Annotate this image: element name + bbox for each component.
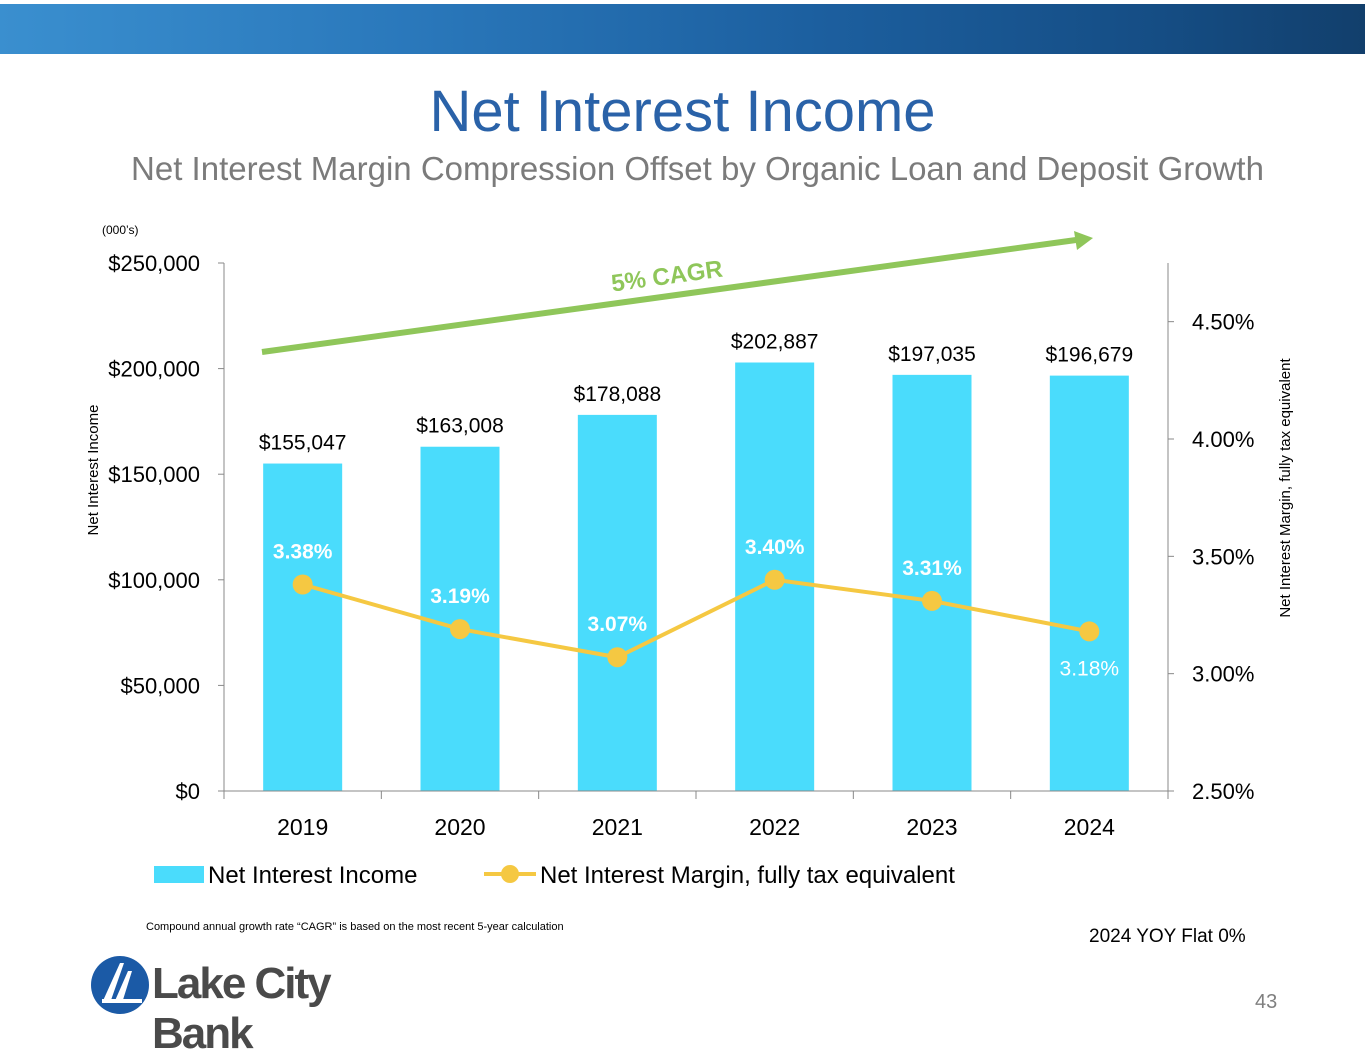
logo-text: Lake City Bank [152, 959, 332, 1058]
bar-label-2021: $178,088 [574, 383, 662, 406]
header-band [0, 4, 1365, 54]
bar-label-2019: $155,047 [259, 432, 347, 455]
logo-emblem-icon [91, 956, 149, 1014]
nim-point-2021 [607, 647, 628, 668]
x-tick-label-2022: 2022 [749, 814, 800, 840]
y-tick-label: $250,000 [108, 251, 200, 276]
legend-label-bar: Net Interest Income [208, 862, 417, 889]
y-tick-label: $150,000 [108, 462, 200, 487]
nim-label-2022: 3.40% [745, 536, 805, 559]
bar-label-2020: $163,008 [416, 415, 504, 438]
nim-line [302, 577, 1090, 660]
y-tick-label: $100,000 [108, 568, 200, 593]
x-tick-label-2024: 2024 [1064, 814, 1115, 840]
x-tick-label-2020: 2020 [434, 814, 485, 840]
bar-label-2024: $196,679 [1046, 344, 1134, 367]
lake-city-bank-logo: Lake City Bank [88, 953, 418, 1058]
bar-2019 [263, 463, 343, 791]
nim-label-2023: 3.31% [902, 557, 962, 580]
nim-point-2020 [450, 619, 470, 640]
page-number: 43 [1255, 991, 1278, 1013]
y2-tick-label: 3.50% [1192, 544, 1254, 569]
y2-tick-label: 4.50% [1192, 310, 1254, 335]
cagr-footnote: Compound annual growth rate “CAGR” is ba… [146, 921, 564, 933]
y2-tick-label: 3.00% [1192, 662, 1254, 687]
nim-point-2024 [1079, 621, 1100, 642]
nim-point-2019 [292, 574, 313, 595]
y-tick-label: $0 [176, 779, 200, 804]
bar-2021 [577, 414, 657, 791]
y2-tick-label: 2.50% [1192, 779, 1254, 804]
y-tick-label: $200,000 [108, 357, 200, 382]
legend-label-line: Net Interest Margin, fully tax equivalen… [540, 862, 955, 889]
slide-subtitle: Net Interest Margin Compression Offset b… [131, 150, 1264, 187]
nim-point-2022 [764, 569, 785, 590]
cagr-arrow-shaft [261, 237, 1077, 355]
x-tick-label-2023: 2023 [906, 814, 957, 840]
legend-swatch-point [501, 865, 519, 883]
bar-2020 [420, 446, 500, 791]
nim-label-2020: 3.19% [430, 585, 490, 608]
yoy-note: 2024 YOY Flat 0% [1089, 926, 1246, 947]
y2-tick-label: 4.00% [1192, 427, 1254, 452]
x-tick-label-2021: 2021 [592, 814, 643, 840]
y-axis-title: Net Interest Income [85, 405, 102, 536]
legend-swatch-bar [154, 866, 204, 883]
bar-2024 [1049, 375, 1129, 791]
bar-2023 [892, 374, 972, 791]
y-tick-label: $50,000 [120, 673, 200, 698]
nim-label-2021: 3.07% [588, 613, 648, 636]
bar-label-2022: $202,887 [731, 331, 819, 354]
bar-label-2023: $197,035 [888, 343, 976, 366]
nim-point-2023 [922, 590, 942, 611]
nim-label-2024: 3.18% [1060, 657, 1120, 680]
y2-axis-title: Net Interest Margin, fully tax equivalen… [1277, 358, 1294, 618]
slide-title: Net Interest Income [429, 79, 936, 144]
cagr-arrow-head [1074, 231, 1093, 250]
x-tick-label-2019: 2019 [277, 814, 328, 840]
nim-label-2019: 3.38% [273, 540, 333, 563]
units-note: (000’s) [102, 223, 138, 237]
